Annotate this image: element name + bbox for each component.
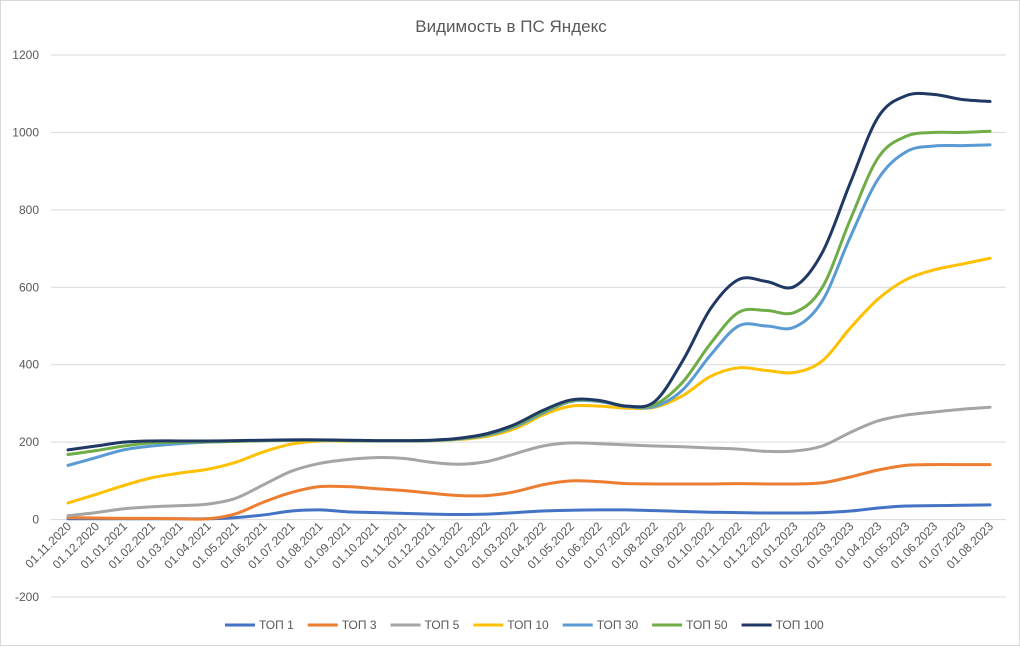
series-line-3	[66, 405, 992, 518]
y-tick-label: 400	[19, 358, 39, 372]
grid-layer	[51, 54, 1006, 598]
series-layer	[66, 91, 992, 521]
legend-item: ТОП 100	[741, 618, 824, 632]
series-line-7	[66, 91, 992, 452]
y-tick-label: 0	[32, 513, 39, 527]
series-line-4	[66, 256, 992, 505]
legend-item: ТОП 5	[390, 618, 460, 632]
legend-label: ТОП 1	[259, 618, 294, 632]
y-tick-label: -200	[15, 590, 39, 604]
y-axis-ticks: -200 0 200 400 600 800 1000 1200	[12, 48, 39, 604]
legend-label: ТОП 30	[597, 618, 639, 632]
legend: ТОП 1 ТОП 3 ТОП 5 ТОП 10 ТОП 30 ТОП 50 ТОП 100	[225, 618, 824, 632]
series-line-2	[66, 463, 992, 521]
legend-item: ТОП 30	[562, 618, 639, 632]
legend-label: ТОП 50	[686, 618, 728, 632]
series-line-1	[66, 503, 992, 521]
legend-label: ТОП 5	[425, 618, 460, 632]
legend-item: ТОП 1	[225, 618, 294, 632]
legend-label: ТОП 3	[342, 618, 377, 632]
y-tick-label: 200	[19, 435, 39, 449]
legend-item: ТОП 3	[307, 618, 377, 632]
chart-title: Видимость в ПС Яндекс	[415, 17, 607, 36]
legend-item: ТОП 10	[473, 618, 549, 632]
legend-item: ТОП 50	[652, 618, 728, 632]
y-tick-label: 1200	[12, 48, 39, 62]
y-tick-label: 1000	[12, 125, 39, 139]
y-tick-label: 800	[19, 203, 39, 217]
x-axis-ticks: 01.11.202001.12.202001.01.202101.02.2021…	[22, 519, 996, 572]
y-tick-label: 600	[19, 280, 39, 294]
legend-label: ТОП 10	[507, 618, 549, 632]
legend-label: ТОП 100	[776, 618, 824, 632]
